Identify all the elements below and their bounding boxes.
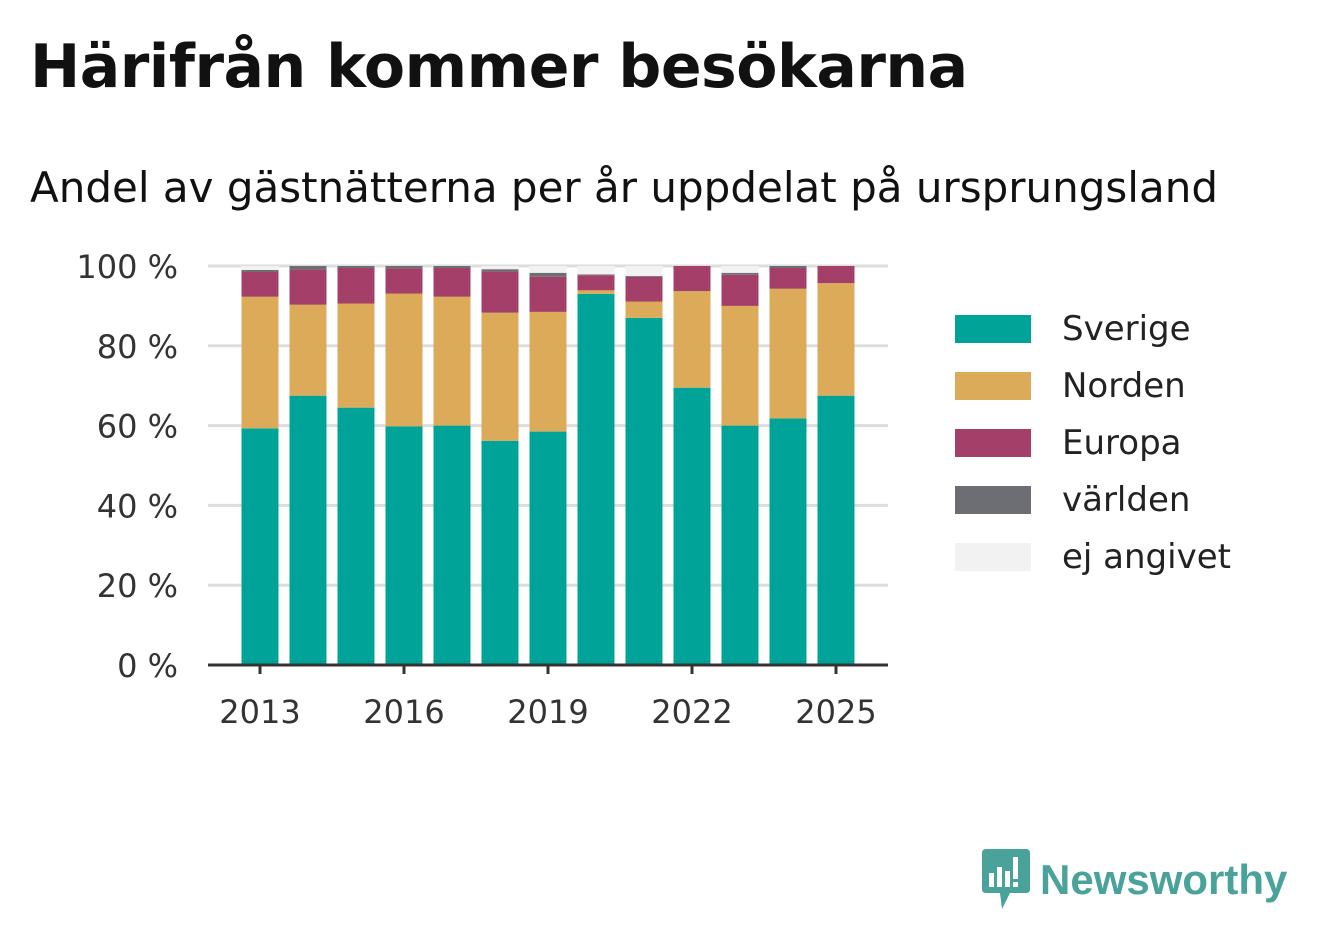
legend-label: Europa	[1062, 422, 1182, 463]
bar-segment-sverige	[721, 425, 759, 665]
bar-segment-ej-angivet	[241, 266, 279, 270]
bar-segment-ej-angivet	[721, 266, 759, 273]
legend-label: Norden	[1062, 365, 1186, 406]
bar-segment-världen	[721, 272, 759, 275]
legend-item: Europa	[955, 414, 1231, 471]
bar-segment-sverige	[433, 425, 471, 665]
bar-segment-europa	[337, 267, 375, 304]
bar-segment-sverige	[289, 395, 327, 665]
bar-segment-europa	[817, 266, 855, 284]
x-tick-label: 2016	[363, 693, 444, 731]
bar-segment-sverige	[817, 395, 855, 665]
bar-segment-sverige	[529, 431, 567, 665]
chart-subtitle: Andel av gästnätterna per år uppdelat på…	[30, 163, 1218, 212]
bar-segment-norden	[529, 311, 567, 432]
legend-swatch	[955, 428, 1031, 457]
bar-segment-europa	[433, 267, 471, 297]
legend-item: Norden	[955, 357, 1231, 414]
legend-item: världen	[955, 471, 1231, 528]
legend-item: ej angivet	[955, 528, 1231, 585]
y-tick-label: 0 %	[117, 647, 178, 685]
stacked-bar-chart: 0 % 20 % 40 % 60 % 80 % 100 % 2013 2016 2019 2022…	[76, 248, 888, 731]
y-tick-label: 20 %	[97, 567, 178, 605]
bar-segment-europa	[625, 276, 663, 302]
x-tick-label: 2022	[651, 693, 732, 731]
bar-segment-europa	[721, 274, 759, 306]
bar-segment-sverige	[577, 293, 615, 665]
chart-title: Härifrån kommer besökarna	[30, 32, 968, 102]
legend-swatch	[955, 542, 1031, 571]
bar-segment-sverige	[673, 387, 711, 665]
bar-segment-världen	[625, 275, 663, 277]
legend-label: Sverige	[1062, 308, 1191, 349]
y-tick-label: 60 %	[97, 408, 178, 446]
bar-segment-världen	[481, 269, 519, 272]
bar-segment-världen	[529, 272, 567, 277]
bar-segment-sverige	[241, 428, 279, 665]
legend-swatch	[955, 371, 1031, 400]
legend-label: ej angivet	[1062, 536, 1231, 577]
bar-segment-norden	[577, 290, 615, 294]
bar-segment-världen	[337, 266, 375, 268]
legend-swatch	[955, 485, 1031, 514]
bar-segment-världen	[433, 266, 471, 268]
bar-segment-norden	[385, 293, 423, 427]
bar-segment-norden	[289, 304, 327, 396]
legend-label: världen	[1062, 479, 1191, 520]
bar-segment-europa	[289, 269, 327, 305]
bar-segment-världen	[577, 274, 615, 276]
bar-segment-norden	[769, 288, 807, 419]
legend-item: Sverige	[955, 300, 1231, 357]
bar-segment-norden	[337, 303, 375, 408]
bar-segment-världen	[385, 266, 423, 269]
brand-logo: Newsworthy	[980, 849, 1287, 911]
bar-segment-världen	[241, 269, 279, 272]
bar-segment-sverige	[625, 317, 663, 665]
bar-segment-norden	[625, 301, 663, 318]
bar-segment-norden	[673, 291, 711, 388]
bar-segment-europa	[673, 266, 711, 292]
bar-segment-världen	[289, 266, 327, 270]
bar-segment-norden	[817, 283, 855, 396]
bar-segment-europa	[481, 271, 519, 313]
bar-segment-europa	[529, 276, 567, 312]
bar-segment-sverige	[337, 407, 375, 665]
bar-segment-europa	[577, 275, 615, 291]
bar-segment-europa	[769, 267, 807, 289]
bar-segment-ej-angivet	[625, 266, 663, 276]
bar-segment-europa	[241, 271, 279, 297]
x-tick-label: 2025	[795, 693, 876, 731]
y-tick-label: 100 %	[76, 248, 178, 286]
bar-segment-europa	[385, 268, 423, 294]
x-tick-label: 2019	[507, 693, 588, 731]
x-tick-label: 2013	[219, 693, 300, 731]
bar-segment-norden	[433, 296, 471, 426]
legend: Sverige Norden Europa världen ej angivet	[955, 300, 1231, 585]
bar-segment-sverige	[481, 440, 519, 665]
brand-name: Newsworthy	[1040, 856, 1288, 903]
bar-segment-norden	[481, 312, 519, 441]
bar-segment-norden	[241, 296, 279, 429]
bar-segment-världen	[769, 266, 807, 268]
bar-segment-norden	[721, 305, 759, 426]
y-tick-label: 40 %	[97, 487, 178, 525]
bar-segment-ej-angivet	[529, 266, 567, 273]
bar-segment-sverige	[385, 426, 423, 665]
bar-segment-sverige	[769, 418, 807, 665]
y-tick-label: 80 %	[97, 328, 178, 366]
bar-segment-ej-angivet	[481, 266, 519, 270]
bar-segment-ej-angivet	[577, 266, 615, 275]
newsworthy-logo-icon	[982, 849, 1030, 909]
legend-swatch	[955, 314, 1031, 343]
